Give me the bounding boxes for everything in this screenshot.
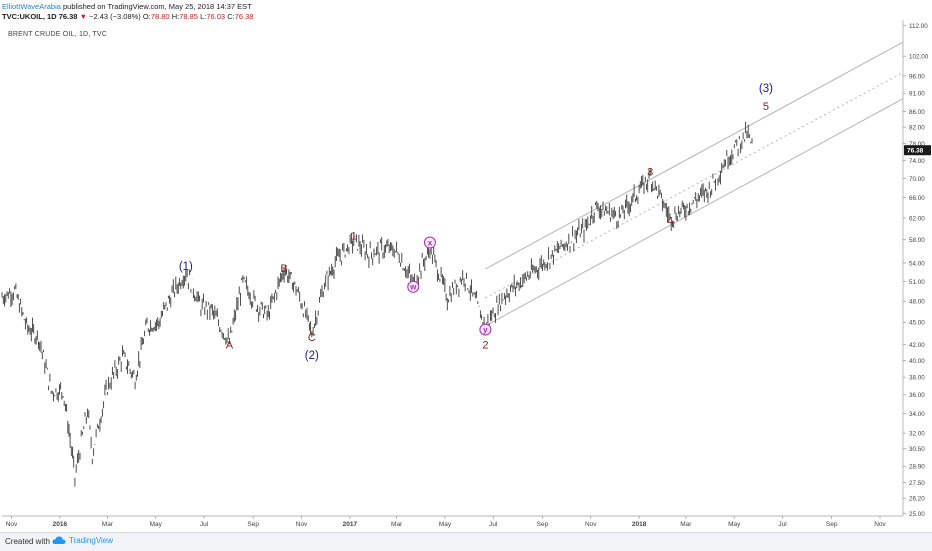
- price-tick-label: 86.00: [909, 109, 925, 116]
- price-tick-label: 112.00: [909, 23, 928, 30]
- last-price-badge: [904, 145, 931, 156]
- wave-label-y: y: [483, 325, 488, 334]
- price-tick-label: 78.00: [909, 141, 925, 148]
- time-tick-label: Mar: [391, 521, 403, 528]
- price-tick-label: 91.00: [909, 91, 925, 98]
- chart-title: BRENT CRUDE OIL, 1D, TVC: [8, 31, 108, 38]
- wave-label-circle: [479, 323, 492, 336]
- price-tick-label: 51.00: [909, 279, 925, 286]
- wave-label-1: (1): [179, 261, 193, 273]
- time-tick-label: 2018: [632, 521, 647, 528]
- price-tick-label: 36.00: [909, 392, 925, 399]
- wave-label-x: x: [428, 238, 433, 247]
- time-tick-label: Nov: [6, 521, 18, 528]
- time-tick-label: Jul: [200, 521, 209, 528]
- price-tick-label: 102.00: [909, 54, 929, 61]
- time-tick-label: 2016: [53, 521, 68, 528]
- time-tick-label: May: [439, 521, 452, 528]
- channel-lower-line[interactable]: [485, 98, 904, 327]
- time-tick-label: Jul: [778, 521, 787, 528]
- ohlc-value: 76.03: [206, 12, 226, 21]
- change-value: −2.43 (−3.08%): [89, 12, 141, 21]
- price-tick-label: 42.00: [909, 342, 925, 349]
- price-tick-label: 32.00: [909, 431, 925, 438]
- price-tick-label: 34.00: [909, 411, 925, 418]
- wave-label-2: (2): [305, 350, 319, 362]
- price-tick-label: 82.00: [909, 125, 925, 132]
- time-tick-label: Nov: [585, 521, 597, 528]
- cloud-icon: [52, 536, 66, 544]
- price-tick-label: 70.00: [909, 176, 925, 183]
- wave-label-5: 5: [763, 101, 769, 113]
- price-tick-label: 40.00: [909, 358, 925, 365]
- wave-label-1: 1: [351, 230, 357, 242]
- price-tick-label: 30.50: [909, 446, 925, 453]
- wave-label-circle: [407, 280, 420, 293]
- channel-median-line[interactable]: [485, 72, 904, 299]
- wave-label-4: 4: [667, 216, 673, 228]
- tradingview-logo-text: TradingView: [69, 535, 114, 545]
- price-tick-label: 62.00: [909, 215, 925, 222]
- wave-label-2: 2: [482, 340, 488, 352]
- ohlc-value: 76.38: [234, 12, 254, 21]
- author-link[interactable]: ElliottWaveArabia: [2, 2, 61, 11]
- tradingview-brand[interactable]: TradingView: [52, 535, 113, 545]
- publish-info: published on TradingView.com, May 25, 20…: [63, 2, 252, 11]
- time-tick-label: May: [728, 521, 741, 528]
- time-tick-label: Sep: [537, 521, 549, 528]
- ohlc-value: 78.80: [150, 12, 170, 21]
- price-tick-label: 66.00: [909, 195, 925, 202]
- price-tick-label: 58.00: [909, 237, 925, 244]
- created-with-label: Created with: [5, 537, 50, 546]
- time-tick-label: Mar: [102, 521, 114, 528]
- time-tick-label: May: [150, 521, 163, 528]
- time-tick-label: Sep: [826, 521, 838, 528]
- price-tick-label: 45.00: [909, 320, 925, 327]
- price-tick-label: 38.00: [909, 375, 925, 382]
- ohlc-value: 78.85: [179, 12, 198, 21]
- wave-label-w: w: [409, 282, 417, 291]
- price-chart[interactable]: 25.00 26.20 27.50 28.90 30.50 32.00 34.00 36.00…: [0, 0, 932, 532]
- ohlc-label: L:: [200, 12, 207, 21]
- down-arrow-icon: ▼: [79, 12, 87, 21]
- ohlc-close: C:76.38: [227, 12, 253, 21]
- price-bars: [1, 121, 753, 487]
- ohlc-open: O:78.80: [143, 12, 172, 21]
- price-bar-series: [1, 121, 753, 487]
- time-tick-label: Mar: [680, 521, 692, 528]
- price-tick-label: 74.00: [909, 158, 925, 165]
- wave-label-3: 3: [647, 167, 653, 179]
- ohlc-label: C:: [227, 12, 235, 21]
- ohlc-high: H:78.85: [172, 12, 200, 21]
- wave-label-3: (3): [759, 83, 773, 95]
- wave-label-circle: [423, 236, 436, 249]
- ohlc-label: O:: [142, 12, 151, 21]
- chart-header: ElliottWaveArabia published on TradingVi…: [2, 2, 253, 22]
- last-price: 76.38: [58, 12, 78, 21]
- price-tick-label: 26.20: [909, 496, 925, 503]
- symbol-label: TVC:UKOIL, 1D: [2, 12, 57, 21]
- wave-label-B: B: [280, 263, 287, 275]
- time-tick-label: Sep: [247, 521, 259, 528]
- price-tick-label: 27.50: [909, 480, 925, 487]
- price-tick-label: 48.00: [909, 299, 925, 306]
- time-tick-label: 2017: [343, 521, 358, 528]
- price-tick-label: 54.00: [909, 260, 925, 267]
- ohlc-low: L:76.03: [200, 12, 227, 21]
- wave-label-C: C: [308, 332, 316, 344]
- symbol-line: TVC:UKOIL, 1D 76.38 ▼ −2.43 (−3.08%) O:7…: [2, 12, 253, 22]
- price-tick-label: 25.00: [909, 511, 925, 518]
- wave-label-A: A: [226, 340, 234, 352]
- price-tick-label: 96.00: [909, 73, 925, 80]
- last-price-label: 76.38: [907, 148, 924, 155]
- ohlc-label: H:: [171, 12, 180, 21]
- footer-bar: Created with TradingView: [0, 532, 932, 551]
- time-tick-label: Nov: [874, 521, 886, 528]
- price-tick-label: 28.90: [909, 464, 925, 471]
- channel-upper-line[interactable]: [485, 41, 904, 270]
- publish-line: ElliottWaveArabia published on TradingVi…: [2, 2, 253, 12]
- time-tick-label: Jul: [489, 521, 498, 528]
- time-tick-label: Nov: [296, 521, 308, 528]
